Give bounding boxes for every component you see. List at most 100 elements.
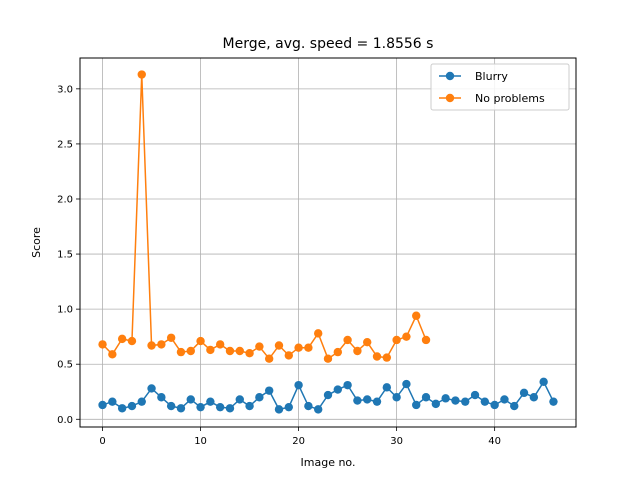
data-point-blurry <box>274 405 284 414</box>
data-point-no-problems <box>284 351 293 360</box>
data-point-no-problems <box>127 336 137 346</box>
y-tick-label: 2.5 <box>57 139 73 150</box>
data-point-no-problems <box>166 333 176 342</box>
data-point-no-problems <box>343 335 352 345</box>
x-tick-label: 40 <box>488 436 501 447</box>
data-point-no-problems <box>176 347 186 357</box>
data-point-blurry <box>333 385 343 394</box>
data-point-blurry <box>412 400 421 410</box>
legend-item-blurry: Blurry <box>439 70 508 83</box>
legend: Blurry No problems <box>430 63 570 111</box>
series-layer <box>98 70 558 414</box>
data-point-blurry <box>225 404 235 413</box>
data-point-no-problems <box>333 347 343 357</box>
data-point-blurry <box>500 395 509 404</box>
data-point-no-problems <box>215 340 225 349</box>
data-point-blurry <box>343 380 352 390</box>
y-tick-label: 0.5 <box>57 360 73 371</box>
y-tick-label: 1.5 <box>57 250 73 261</box>
data-point-blurry <box>196 402 205 412</box>
data-point-blurry <box>98 400 107 410</box>
data-point-blurry <box>127 401 137 411</box>
data-point-no-problems <box>372 352 382 361</box>
data-point-blurry <box>186 395 195 404</box>
data-point-blurry <box>480 397 490 406</box>
grid-lines <box>80 58 576 427</box>
axis-ticks: 0 10 20 30 40 0.0 0.5 1.0 1.5 2.0 2.5 3.0 <box>57 84 501 447</box>
data-point-blurry <box>117 404 127 413</box>
data-point-blurry <box>441 394 450 403</box>
data-point-no-problems <box>402 332 411 341</box>
x-axis-label: Image no. <box>301 456 356 469</box>
data-point-no-problems <box>117 334 127 344</box>
data-point-blurry <box>147 384 156 393</box>
data-point-no-problems <box>225 346 235 356</box>
data-point-blurry <box>353 396 362 405</box>
data-point-blurry <box>235 395 244 404</box>
data-point-blurry <box>157 393 166 402</box>
data-point-blurry <box>294 380 303 390</box>
data-point-no-problems <box>421 335 431 345</box>
data-point-blurry <box>431 399 441 409</box>
x-tick-label: 30 <box>390 436 403 447</box>
y-tick-label: 3.0 <box>57 84 73 95</box>
data-point-blurry <box>510 401 519 411</box>
data-point-blurry <box>284 402 293 412</box>
data-point-blurry <box>421 393 431 402</box>
data-point-no-problems <box>353 346 362 356</box>
data-point-no-problems <box>157 340 166 349</box>
data-point-no-problems <box>245 349 254 358</box>
data-point-blurry <box>382 383 392 392</box>
chart-title: Merge, avg. speed = 1.8556 s <box>223 36 434 52</box>
y-tick-label: 0.0 <box>57 415 73 426</box>
data-point-blurry <box>490 400 499 410</box>
data-point-no-problems <box>235 346 244 356</box>
data-point-blurry <box>176 404 186 413</box>
data-point-blurry <box>255 393 264 402</box>
legend-item-no-problems: No problems <box>439 92 545 105</box>
data-point-blurry <box>529 393 539 402</box>
legend-frame <box>430 63 570 111</box>
data-point-blurry <box>470 390 480 400</box>
data-point-no-problems <box>264 354 274 363</box>
data-point-blurry <box>372 397 382 406</box>
data-point-blurry <box>166 401 176 411</box>
data-point-blurry <box>264 386 274 395</box>
data-point-blurry <box>549 397 558 406</box>
legend-swatch-marker <box>445 71 455 81</box>
data-point-no-problems <box>108 350 117 359</box>
data-point-blurry <box>313 405 323 414</box>
data-point-no-problems <box>206 345 215 355</box>
data-point-blurry <box>451 396 460 405</box>
y-tick-label: 1.0 <box>57 305 73 316</box>
data-point-no-problems <box>412 311 421 320</box>
y-tick-label: 2.0 <box>57 194 73 205</box>
legend-label: No problems <box>475 92 545 105</box>
data-point-no-problems <box>382 353 392 362</box>
data-point-no-problems <box>98 340 107 349</box>
data-point-no-problems <box>392 335 401 345</box>
data-point-no-problems <box>304 343 313 352</box>
x-tick-label: 0 <box>99 436 105 447</box>
series-no-problems <box>98 70 431 363</box>
x-tick-label: 20 <box>292 436 305 447</box>
data-point-no-problems <box>363 337 372 347</box>
y-axis-label: Score <box>30 227 43 258</box>
data-point-blurry <box>323 390 333 400</box>
plot-frame <box>79 57 577 428</box>
data-point-blurry <box>539 377 548 387</box>
data-point-no-problems <box>323 354 333 363</box>
data-point-blurry <box>206 397 215 406</box>
series-line-no-problems <box>102 74 427 360</box>
data-point-blurry <box>137 397 146 406</box>
data-point-no-problems <box>196 336 205 346</box>
data-point-blurry <box>215 402 225 412</box>
data-point-no-problems <box>186 346 195 356</box>
data-point-blurry <box>245 401 254 411</box>
data-point-blurry <box>392 393 401 402</box>
x-tick-label: 10 <box>194 436 207 447</box>
data-point-blurry <box>461 397 470 406</box>
data-point-blurry <box>108 397 117 406</box>
data-point-no-problems <box>147 341 156 350</box>
data-point-blurry <box>363 395 372 404</box>
